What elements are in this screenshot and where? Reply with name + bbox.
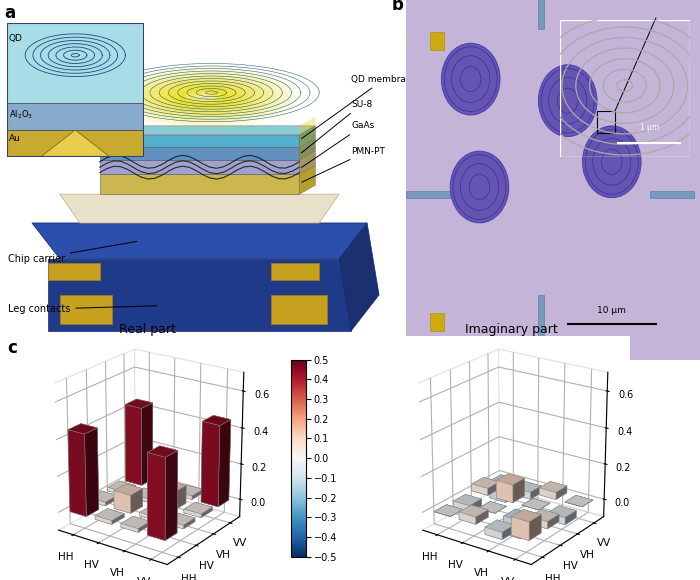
Ellipse shape <box>111 67 297 127</box>
Bar <box>538 295 544 349</box>
Text: 10 μm: 10 μm <box>597 306 626 314</box>
Ellipse shape <box>118 69 290 125</box>
Text: GaAs: GaAs <box>302 121 374 168</box>
Polygon shape <box>300 139 315 160</box>
Ellipse shape <box>104 65 303 129</box>
Bar <box>7 103 143 130</box>
Circle shape <box>441 43 500 115</box>
Polygon shape <box>99 175 300 194</box>
Polygon shape <box>48 259 351 331</box>
Ellipse shape <box>158 82 249 112</box>
Text: QD membrane: QD membrane <box>302 75 417 139</box>
Text: Leg contacts: Leg contacts <box>8 304 157 314</box>
Ellipse shape <box>199 96 209 99</box>
Text: a: a <box>4 3 15 21</box>
Bar <box>7 23 143 103</box>
Polygon shape <box>300 165 315 194</box>
Polygon shape <box>300 117 315 194</box>
Ellipse shape <box>178 89 229 106</box>
Text: QD: QD <box>9 34 22 43</box>
Title: Real part: Real part <box>118 324 176 336</box>
Ellipse shape <box>131 74 276 121</box>
Circle shape <box>538 65 597 137</box>
Text: Finished sample: Finished sample <box>508 381 598 391</box>
Polygon shape <box>99 126 315 135</box>
Bar <box>430 32 444 50</box>
Polygon shape <box>60 295 112 324</box>
Polygon shape <box>339 223 379 331</box>
Bar <box>430 313 444 331</box>
Polygon shape <box>300 151 315 175</box>
Circle shape <box>450 151 509 223</box>
Bar <box>538 0 544 29</box>
Text: b: b <box>391 0 403 14</box>
Text: Au: Au <box>9 134 21 143</box>
Ellipse shape <box>172 86 236 107</box>
Text: c: c <box>7 339 17 357</box>
Text: Al$_2$O$_3$: Al$_2$O$_3$ <box>9 108 33 121</box>
Polygon shape <box>99 147 300 160</box>
Bar <box>597 111 615 133</box>
Polygon shape <box>41 130 109 157</box>
Text: Chip carrier: Chip carrier <box>8 241 137 264</box>
Polygon shape <box>272 263 319 281</box>
Ellipse shape <box>151 80 256 114</box>
Ellipse shape <box>138 76 270 118</box>
Bar <box>406 191 450 198</box>
Ellipse shape <box>164 85 242 110</box>
Ellipse shape <box>124 71 283 123</box>
Ellipse shape <box>185 91 222 103</box>
Polygon shape <box>99 135 300 147</box>
Text: PMN-PT: PMN-PT <box>302 147 385 182</box>
Text: 1 μm: 1 μm <box>640 123 659 132</box>
Polygon shape <box>272 295 327 324</box>
Ellipse shape <box>192 93 215 101</box>
Text: SU-8: SU-8 <box>302 100 372 153</box>
Title: Imaginary part: Imaginary part <box>465 324 557 336</box>
Polygon shape <box>32 223 367 259</box>
Polygon shape <box>48 263 99 281</box>
Polygon shape <box>99 160 300 175</box>
Polygon shape <box>60 194 339 223</box>
Bar <box>650 191 694 198</box>
Polygon shape <box>300 126 315 147</box>
Bar <box>7 130 143 157</box>
Circle shape <box>582 126 641 198</box>
Ellipse shape <box>144 78 262 116</box>
